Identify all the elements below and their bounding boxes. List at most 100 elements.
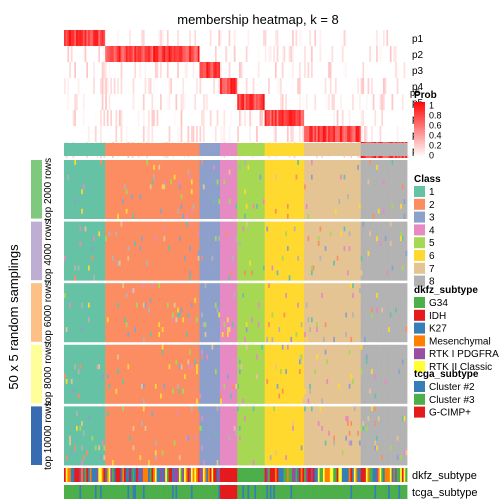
sampling-cell <box>199 226 202 232</box>
sampling-cell <box>381 221 384 227</box>
sampling-cell <box>353 164 356 171</box>
sampling-cell <box>393 160 396 166</box>
sampling-cell <box>353 189 356 195</box>
prob-cell <box>293 110 296 126</box>
prob-cell <box>146 62 149 78</box>
sampling-cell <box>206 226 209 232</box>
sampling-cell <box>173 236 176 242</box>
prob-cell <box>216 126 219 142</box>
prob-cell <box>309 94 312 110</box>
sampling-cell <box>367 203 370 210</box>
sampling-cell <box>264 164 267 171</box>
sampling-cell <box>69 174 72 180</box>
prob-cell <box>386 110 389 126</box>
sampling-cell <box>360 164 363 171</box>
prob-cell <box>381 126 384 142</box>
sampling-cell <box>288 169 291 176</box>
sampling-cell <box>403 194 406 200</box>
sampling-cell <box>175 199 178 205</box>
sampling-cell <box>202 169 206 176</box>
sampling-cell <box>305 221 308 227</box>
sampling-cell <box>223 174 226 180</box>
sampling-cell <box>290 169 293 176</box>
sampling-cell <box>149 221 152 227</box>
sampling-cell <box>91 194 94 200</box>
sampling-cell <box>384 203 387 210</box>
sampling-cell <box>254 236 257 242</box>
sampling-cell <box>168 179 171 185</box>
sampling-cell <box>274 164 278 171</box>
sampling-cell <box>166 164 170 171</box>
sampling-cell <box>69 208 72 215</box>
prob-cell <box>322 62 326 78</box>
sampling-cell <box>173 203 176 210</box>
prob-cell <box>312 94 315 110</box>
prob-cell <box>86 46 89 62</box>
prob-cell <box>292 110 295 126</box>
prob-cell <box>225 46 228 62</box>
sampling-cell <box>285 208 288 215</box>
sampling-cell <box>280 179 283 185</box>
sampling-cell <box>166 160 170 166</box>
sampling-cell <box>312 231 315 237</box>
prob-cell <box>136 126 139 142</box>
prob-cell <box>257 126 260 142</box>
prob-cell <box>271 126 274 142</box>
sampling-cell <box>352 169 355 176</box>
sampling-cell <box>348 164 351 171</box>
prob-cell <box>129 78 132 94</box>
prob-cell <box>190 46 194 62</box>
sampling-cell <box>398 221 401 227</box>
sampling-cell <box>285 231 288 237</box>
sampling-cell <box>281 164 284 171</box>
prob-cell <box>242 30 245 46</box>
class-track-cell <box>247 143 250 156</box>
prob-cell <box>88 110 91 126</box>
prob-cell <box>298 46 302 62</box>
sampling-cell <box>252 194 255 200</box>
prob-cell <box>326 126 329 142</box>
sampling-cell <box>112 179 115 185</box>
sampling-cell <box>379 160 382 166</box>
prob-cell <box>226 126 230 142</box>
prob-cell <box>266 78 269 94</box>
sampling-cell <box>262 226 266 232</box>
sampling-cell <box>120 174 123 180</box>
sampling-cell <box>103 179 106 185</box>
sampling-cell <box>329 213 332 219</box>
prob-cell <box>230 126 233 142</box>
prob-cell <box>165 78 168 94</box>
sampling-cell <box>400 226 403 232</box>
sampling-cell <box>225 160 228 166</box>
prob-cell <box>166 30 170 46</box>
prob-cell <box>230 46 233 62</box>
prob-cell <box>64 126 67 142</box>
sampling-cell <box>276 194 279 200</box>
sampling-cell <box>168 184 171 190</box>
sampling-cell <box>225 174 228 180</box>
sampling-cell <box>293 226 296 232</box>
sampling-cell <box>242 231 245 237</box>
sampling-cell <box>134 174 137 180</box>
prob-cell <box>274 94 278 110</box>
sampling-cell <box>334 160 338 166</box>
prob-cell <box>367 30 370 46</box>
prob-cell <box>89 110 92 126</box>
prob-cell <box>384 30 387 46</box>
sampling-cell <box>268 236 271 242</box>
prob-cell <box>228 30 231 46</box>
sampling-cell <box>213 160 216 166</box>
sampling-cell <box>271 194 274 200</box>
sampling-cell <box>69 203 72 210</box>
sampling-cell <box>244 213 247 219</box>
sampling-cell <box>355 208 358 215</box>
sampling-cell <box>88 194 91 200</box>
class-track-cell <box>391 143 394 156</box>
class-track-cell <box>197 143 200 156</box>
sampling-cell <box>273 199 276 205</box>
sampling-cell <box>254 231 257 237</box>
sampling-cell <box>238 179 242 185</box>
sampling-cell <box>395 169 398 176</box>
sampling-cell <box>393 231 396 237</box>
prob-cell <box>132 94 135 110</box>
